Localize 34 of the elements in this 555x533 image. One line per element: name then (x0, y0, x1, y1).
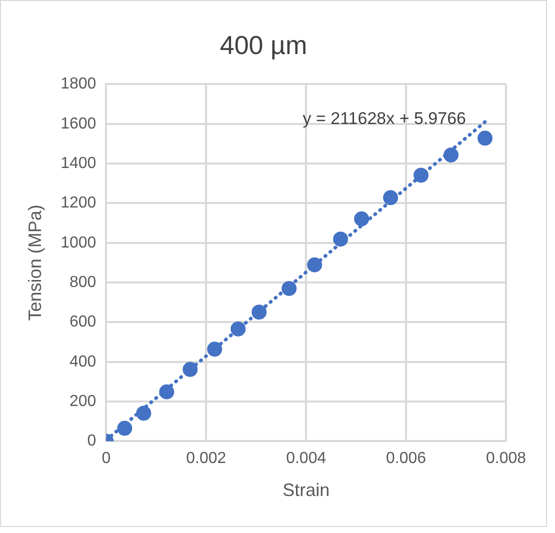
point (444, 148, 459, 163)
point (354, 211, 370, 226)
x-tick-label: 0.008 (486, 450, 526, 468)
x-tick-label: 0.006 (386, 450, 426, 468)
point (282, 280, 297, 296)
point (252, 304, 267, 320)
y-tick-label: 800 (69, 274, 96, 291)
point (182, 362, 198, 377)
y-tick-label: 200 (69, 392, 96, 410)
x-axis-title: Strain (282, 480, 330, 500)
point (478, 130, 493, 146)
y-axis-title: Tension (MPa) (24, 204, 45, 321)
point (307, 257, 322, 272)
point (136, 406, 152, 421)
y-tick-label: 1800 (60, 76, 96, 93)
point (414, 168, 429, 183)
point (207, 342, 222, 357)
y-tick-label: 0 (87, 432, 96, 450)
x-tick-label: 0 (102, 450, 111, 468)
y-tick-label: 1200 (60, 194, 96, 212)
y-tick-label: 1400 (60, 154, 96, 172)
y-tick-label: 1000 (60, 234, 96, 252)
chart-title: 400 µm (220, 30, 308, 60)
point (333, 232, 348, 247)
y-tick-label: 600 (69, 314, 96, 331)
point (383, 190, 398, 206)
point (117, 420, 132, 436)
x-tick-label: 0.002 (186, 450, 226, 468)
point (159, 384, 174, 400)
y-tick-label: 400 (69, 353, 96, 370)
y-tick-label: 1600 (60, 115, 96, 132)
point (230, 321, 246, 336)
annotation: y = 211628x + 5.9766 (302, 108, 466, 128)
x-tick-label: 0.004 (286, 450, 326, 468)
